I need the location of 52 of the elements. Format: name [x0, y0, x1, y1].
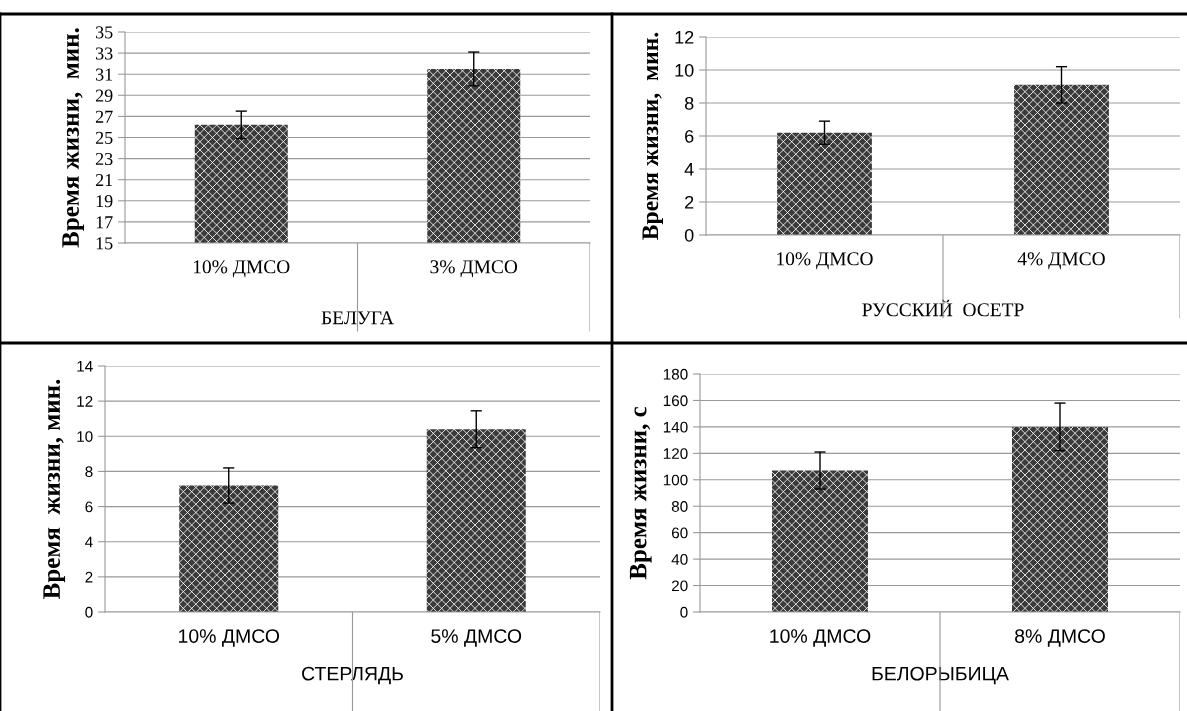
y-tick-label: 6	[685, 129, 694, 143]
y-tick-label: 0	[85, 606, 93, 618]
y-tick-label: 27	[95, 110, 113, 123]
y-tick-label: 4	[85, 536, 93, 548]
x-tick-label: 10% ДМСО	[777, 252, 873, 270]
y-axis-title: Время жизни, мин.	[62, 28, 85, 248]
y-tick-label: 25	[95, 131, 113, 144]
x-tick-label: 4% ДМСО	[1017, 252, 1105, 270]
y-tick-label: 80	[671, 501, 688, 512]
x-tick-label: 5% ДМСО	[431, 629, 522, 647]
x-tick-label: 10% ДМСО	[193, 260, 290, 278]
x-axis-title: СТЕРЛЯДЬ	[302, 666, 403, 685]
y-tick-label: 180	[663, 368, 688, 380]
y-axis-title: Время жизни, с	[629, 406, 652, 580]
y-tick-label: 20	[671, 580, 688, 592]
x-tick-label: 3% ДМСО	[430, 260, 518, 278]
x-axis-title: БЕЛОРЫБИЦА	[872, 666, 1009, 685]
y-tick-label: 8	[85, 466, 93, 478]
y-tick-label: 35	[96, 26, 113, 39]
y-tick-label: 19	[96, 195, 113, 208]
y-axis-title: Время жизни, мин.	[43, 379, 66, 599]
y-tick-label: 23	[95, 152, 113, 166]
y-tick-label: 10	[675, 63, 694, 77]
y-tick-label: 15	[96, 237, 113, 250]
y-tick-label: 21	[95, 174, 113, 186]
y-tick-label: 29	[95, 89, 113, 102]
y-tick-label: 160	[663, 395, 688, 407]
y-tick-label: 40	[671, 553, 688, 565]
x-tick-label: 10% ДМСО	[770, 629, 871, 647]
y-tick-label: 140	[663, 421, 688, 433]
y-tick-label: 2	[85, 571, 93, 583]
x-tick-label: 10% ДМСО	[179, 629, 280, 647]
x-axis-title: РУССКИЙ ОСЕТР	[862, 299, 1024, 317]
y-tick-label: 0	[684, 228, 694, 242]
y-tick-label: 100	[663, 474, 688, 486]
y-tick-label: 17	[96, 216, 113, 229]
y-tick-label: 31	[96, 68, 113, 81]
y-tick-label: 8	[684, 96, 694, 110]
x-tick-label: 8% ДМСО	[1015, 629, 1105, 647]
y-axis-title: Время жизни, мин.	[642, 32, 663, 240]
y-tick-label: 4	[684, 163, 694, 176]
y-tick-label: 120	[663, 448, 688, 460]
y-tick-label: 33	[96, 47, 113, 60]
y-tick-label: 2	[685, 195, 694, 209]
y-tick-label: 0	[680, 606, 688, 618]
y-tick-label: 6	[85, 501, 93, 513]
y-tick-label: 12	[77, 396, 93, 407]
y-tick-label: 10	[77, 431, 93, 442]
y-tick-label: 12	[675, 30, 694, 44]
y-tick-label: 14	[77, 361, 93, 372]
x-axis-title: БЕЛУГА	[321, 311, 394, 325]
y-tick-label: 60	[671, 527, 688, 539]
